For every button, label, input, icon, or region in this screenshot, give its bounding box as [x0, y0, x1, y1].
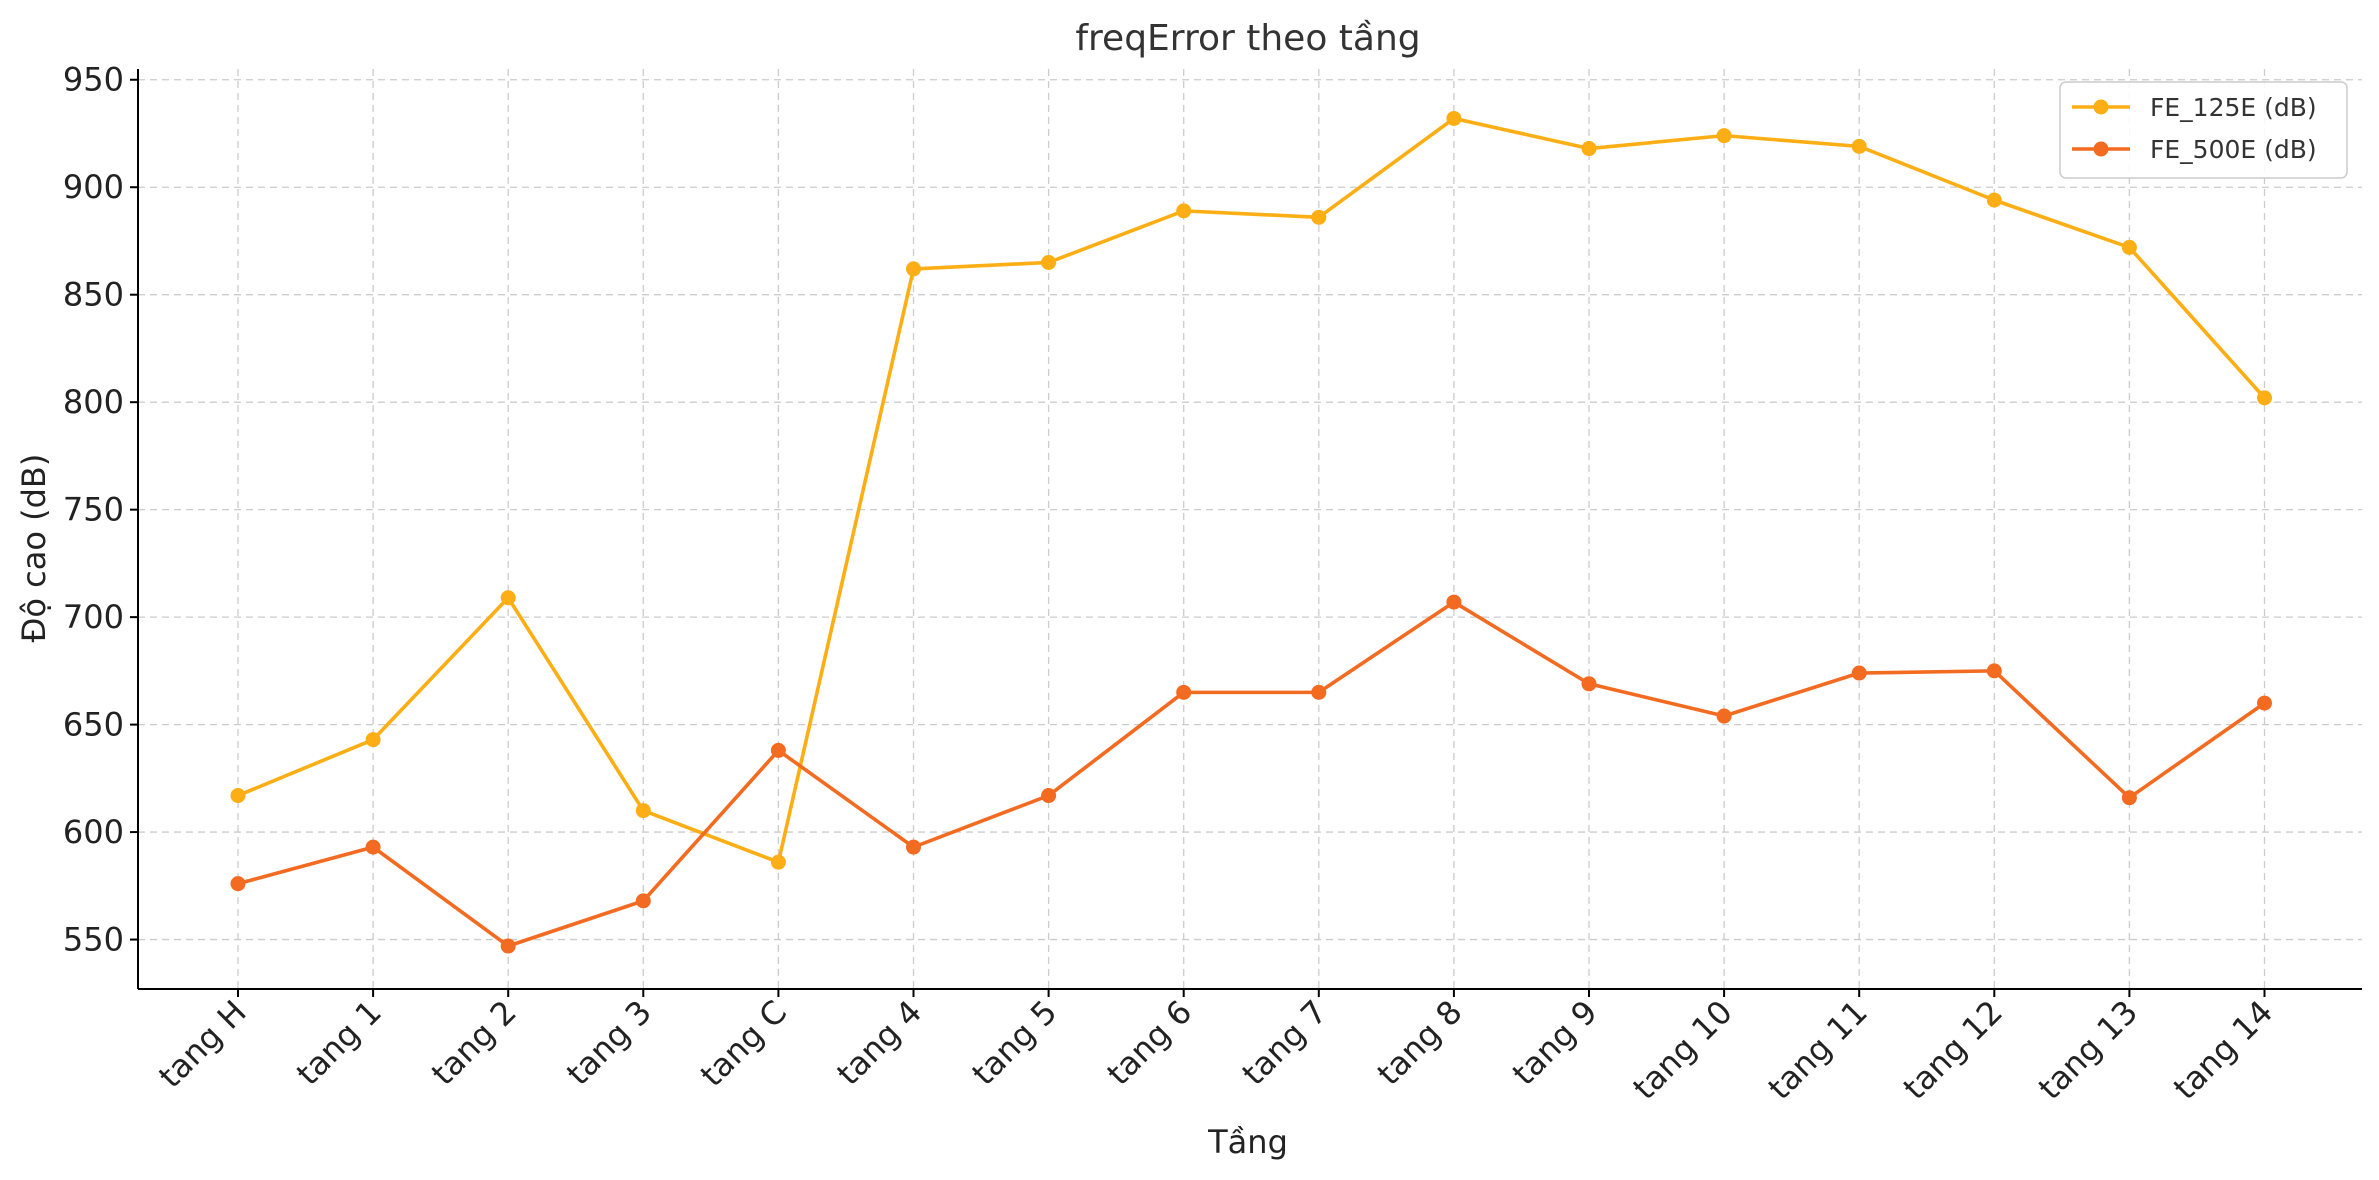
y-tick-label: 750	[63, 491, 124, 529]
y-tick-label: 700	[63, 598, 124, 636]
data-point	[1176, 203, 1192, 219]
data-point	[1041, 254, 1057, 270]
x-tick-label: tang 11	[1761, 993, 1875, 1107]
data-point	[1851, 665, 1867, 681]
x-tick-label: tang 13	[2031, 993, 2145, 1107]
legend: FE_125E (dB) FE_500E (dB)	[2059, 81, 2348, 179]
legend-label: FE_125E (dB)	[2150, 93, 2317, 122]
x-axis-label: Tầng	[1207, 1123, 1288, 1161]
data-point	[1716, 708, 1732, 724]
x-tick-label: tang 10	[1625, 993, 1739, 1107]
x-tick-label: tang 3	[559, 993, 659, 1093]
data-point	[1041, 788, 1057, 804]
axes: 550 600 650 700 750 800 850 900 950 tang H tang 1 t…	[63, 61, 2362, 1107]
series-line	[237, 116, 2266, 864]
data-point	[906, 261, 921, 277]
x-tick-label: tang 1	[289, 993, 389, 1093]
x-tick-label: tang 14	[2166, 993, 2280, 1107]
x-tick-label: tang 7	[1235, 993, 1335, 1093]
data-point	[230, 876, 246, 892]
y-tick-label: 950	[63, 61, 124, 99]
data-point	[1851, 138, 1867, 154]
series-2	[230, 594, 2272, 954]
y-tick-label: 550	[63, 921, 124, 959]
legend-swatch-marker	[2093, 141, 2109, 157]
x-tick-label: tang H	[151, 993, 254, 1096]
data-point	[2121, 790, 2137, 806]
data-point	[1311, 684, 1327, 700]
data-point	[365, 732, 381, 748]
x-tick-label: tang 9	[1505, 993, 1605, 1093]
data-point	[1176, 684, 1192, 700]
data-point	[1581, 141, 1597, 157]
data-point	[365, 839, 381, 855]
legend-item: FE_500E (dB)	[2072, 135, 2317, 164]
data-point	[770, 854, 786, 870]
x-tick-label: tang 5	[964, 993, 1064, 1093]
x-tick-label: tang 12	[1896, 993, 2010, 1107]
series-line	[237, 600, 2266, 948]
data-point	[2257, 695, 2272, 711]
data-point	[500, 938, 516, 954]
legend-label: FE_500E (dB)	[2150, 135, 2317, 164]
data-point	[1446, 110, 1462, 126]
data-point	[635, 893, 651, 909]
series-1	[230, 110, 2272, 870]
chart-title: freqError theo tầng	[1075, 18, 1420, 59]
grid	[138, 69, 2362, 989]
data-point	[906, 839, 921, 855]
legend-box	[2059, 81, 2348, 179]
x-tick-label: tang 8	[1370, 993, 1470, 1093]
data-point	[1581, 676, 1597, 692]
data-point	[1986, 192, 2002, 208]
x-tick-label: tang 4	[829, 993, 929, 1093]
x-tick-label: tang 6	[1099, 993, 1199, 1093]
y-tick-label: 900	[63, 168, 124, 206]
y-axis-label: Độ cao (dB)	[15, 454, 53, 643]
data-point	[1446, 594, 1462, 610]
data-point	[2257, 390, 2272, 406]
data-point	[1311, 209, 1327, 225]
x-tick-label: tang C	[693, 993, 794, 1094]
legend-swatch-marker	[2093, 99, 2109, 115]
data-point	[1716, 128, 1732, 144]
data-point	[770, 742, 786, 758]
data-point	[1986, 663, 2002, 679]
y-tick-label: 650	[63, 706, 124, 744]
y-tick-label: 850	[63, 276, 124, 314]
data-point	[230, 788, 246, 804]
y-tick-label: 600	[63, 813, 124, 851]
y-tick-label: 800	[63, 383, 124, 421]
data-point	[2121, 239, 2137, 255]
series-group	[230, 110, 2272, 954]
x-tick-label: tang 2	[424, 993, 524, 1093]
legend-item: FE_125E (dB)	[2072, 93, 2317, 122]
data-point	[635, 803, 651, 819]
data-point	[500, 590, 516, 606]
